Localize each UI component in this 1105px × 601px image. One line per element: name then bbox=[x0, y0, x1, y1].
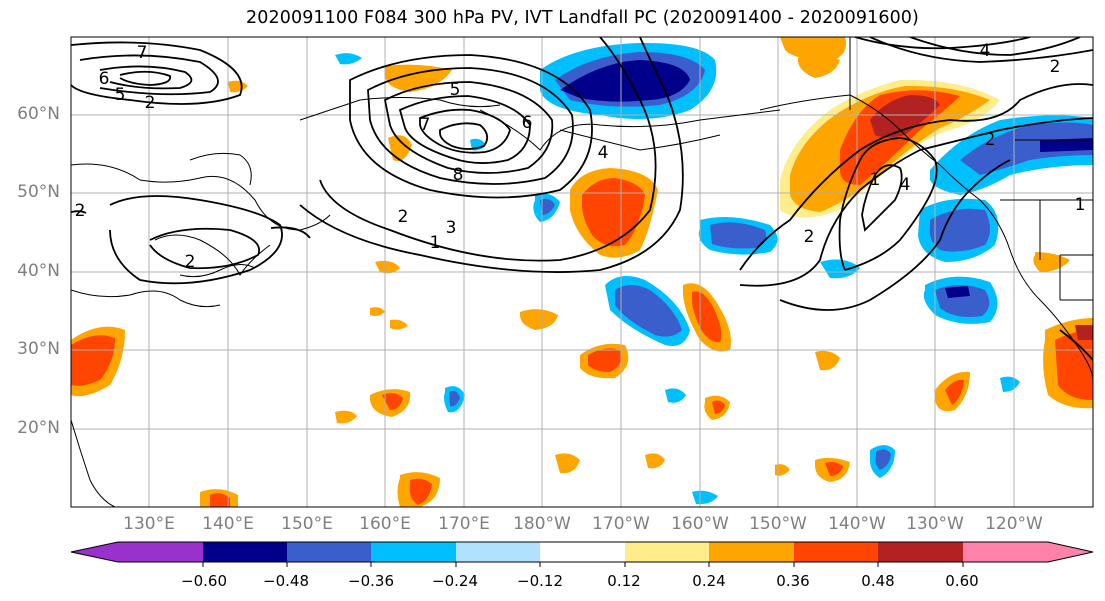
colorbar-swatch bbox=[878, 542, 963, 562]
colorbar-swatch bbox=[203, 542, 287, 562]
contour-label: 6 bbox=[522, 113, 533, 133]
contour-label: 7 bbox=[420, 115, 431, 135]
colorbar-swatches bbox=[70, 541, 1094, 563]
contour-label: 2 bbox=[185, 252, 196, 272]
lon-label-160e: 160°E bbox=[359, 514, 411, 534]
contour-label: 1 bbox=[430, 233, 441, 253]
lon-label-140w: 140°W bbox=[828, 514, 886, 534]
colorbar-swatch bbox=[794, 542, 878, 562]
contour-label: 2 bbox=[1050, 57, 1061, 77]
contour-label: 4 bbox=[900, 175, 911, 195]
colorbar-label: −0.24 bbox=[432, 572, 478, 590]
lat-label-30n: 30°N bbox=[17, 339, 60, 359]
colorbar-swatch bbox=[709, 542, 794, 562]
colorbar-swatch bbox=[456, 542, 540, 562]
lon-label-180w: 180°W bbox=[513, 514, 571, 534]
map-title: 2020091100 F084 300 hPa PV, IVT Landfall… bbox=[246, 8, 919, 28]
coastlines bbox=[71, 37, 1093, 507]
colorbar-swatch bbox=[371, 542, 456, 562]
lon-label-160w: 160°W bbox=[671, 514, 729, 534]
colorbar-label: −0.60 bbox=[181, 572, 227, 590]
contour-label: 3 bbox=[446, 218, 457, 238]
colorbar-label: −0.36 bbox=[348, 572, 394, 590]
lon-label-170w: 170°W bbox=[592, 514, 650, 534]
contour-label: 5 bbox=[450, 80, 461, 100]
map-frame bbox=[70, 36, 1094, 508]
lon-label-130e: 130°E bbox=[123, 514, 175, 534]
colorbar-label: 0.12 bbox=[607, 572, 641, 590]
colorbar-label: −0.12 bbox=[517, 572, 563, 590]
colorbar-swatch bbox=[287, 542, 371, 562]
colorbar-swatch bbox=[963, 542, 1093, 562]
lon-label-120w: 120°W bbox=[985, 514, 1043, 534]
contour-label: 5 bbox=[115, 85, 126, 105]
colorbar-label: −0.48 bbox=[263, 572, 309, 590]
colorbar-swatch bbox=[71, 542, 203, 562]
lon-label-140e: 140°E bbox=[202, 514, 254, 534]
lon-label-170e: 170°E bbox=[438, 514, 490, 534]
lat-label-20n: 20°N bbox=[17, 418, 60, 438]
lon-label-150e: 150°E bbox=[281, 514, 333, 534]
contour-label: 1 bbox=[1075, 195, 1086, 215]
lon-label-150w: 150°W bbox=[749, 514, 807, 534]
contour-label: 2 bbox=[398, 207, 409, 227]
contour-label: 8 bbox=[453, 165, 464, 185]
colorbar-label: 0.36 bbox=[776, 572, 810, 590]
contour-label: 4 bbox=[980, 41, 991, 61]
colorbar-ticks bbox=[202, 562, 964, 567]
contour-label: 2 bbox=[145, 93, 156, 113]
contour-label: 1 bbox=[870, 170, 881, 190]
colorbar-swatch bbox=[625, 542, 709, 562]
contour-label: 4 bbox=[598, 143, 609, 163]
lat-label-60n: 60°N bbox=[17, 104, 60, 124]
contour-label: 7 bbox=[137, 43, 148, 63]
contour-label: 2 bbox=[75, 201, 86, 221]
contour-label: 2 bbox=[985, 130, 996, 150]
lat-label-40n: 40°N bbox=[17, 261, 60, 281]
contour-label: 6 bbox=[99, 69, 110, 89]
colorbar-label: 0.60 bbox=[945, 572, 979, 590]
colorbar-label: 0.48 bbox=[861, 572, 895, 590]
pv-contours bbox=[71, 37, 1093, 361]
contour-label: 2 bbox=[804, 227, 815, 247]
pv-anomaly-shading bbox=[71, 37, 1093, 507]
lat-label-50n: 50°N bbox=[17, 182, 60, 202]
colorbar-outline bbox=[70, 541, 1094, 563]
lon-label-130w: 130°W bbox=[906, 514, 964, 534]
colorbar-swatch bbox=[540, 542, 625, 562]
colorbar-label: 0.24 bbox=[692, 572, 726, 590]
